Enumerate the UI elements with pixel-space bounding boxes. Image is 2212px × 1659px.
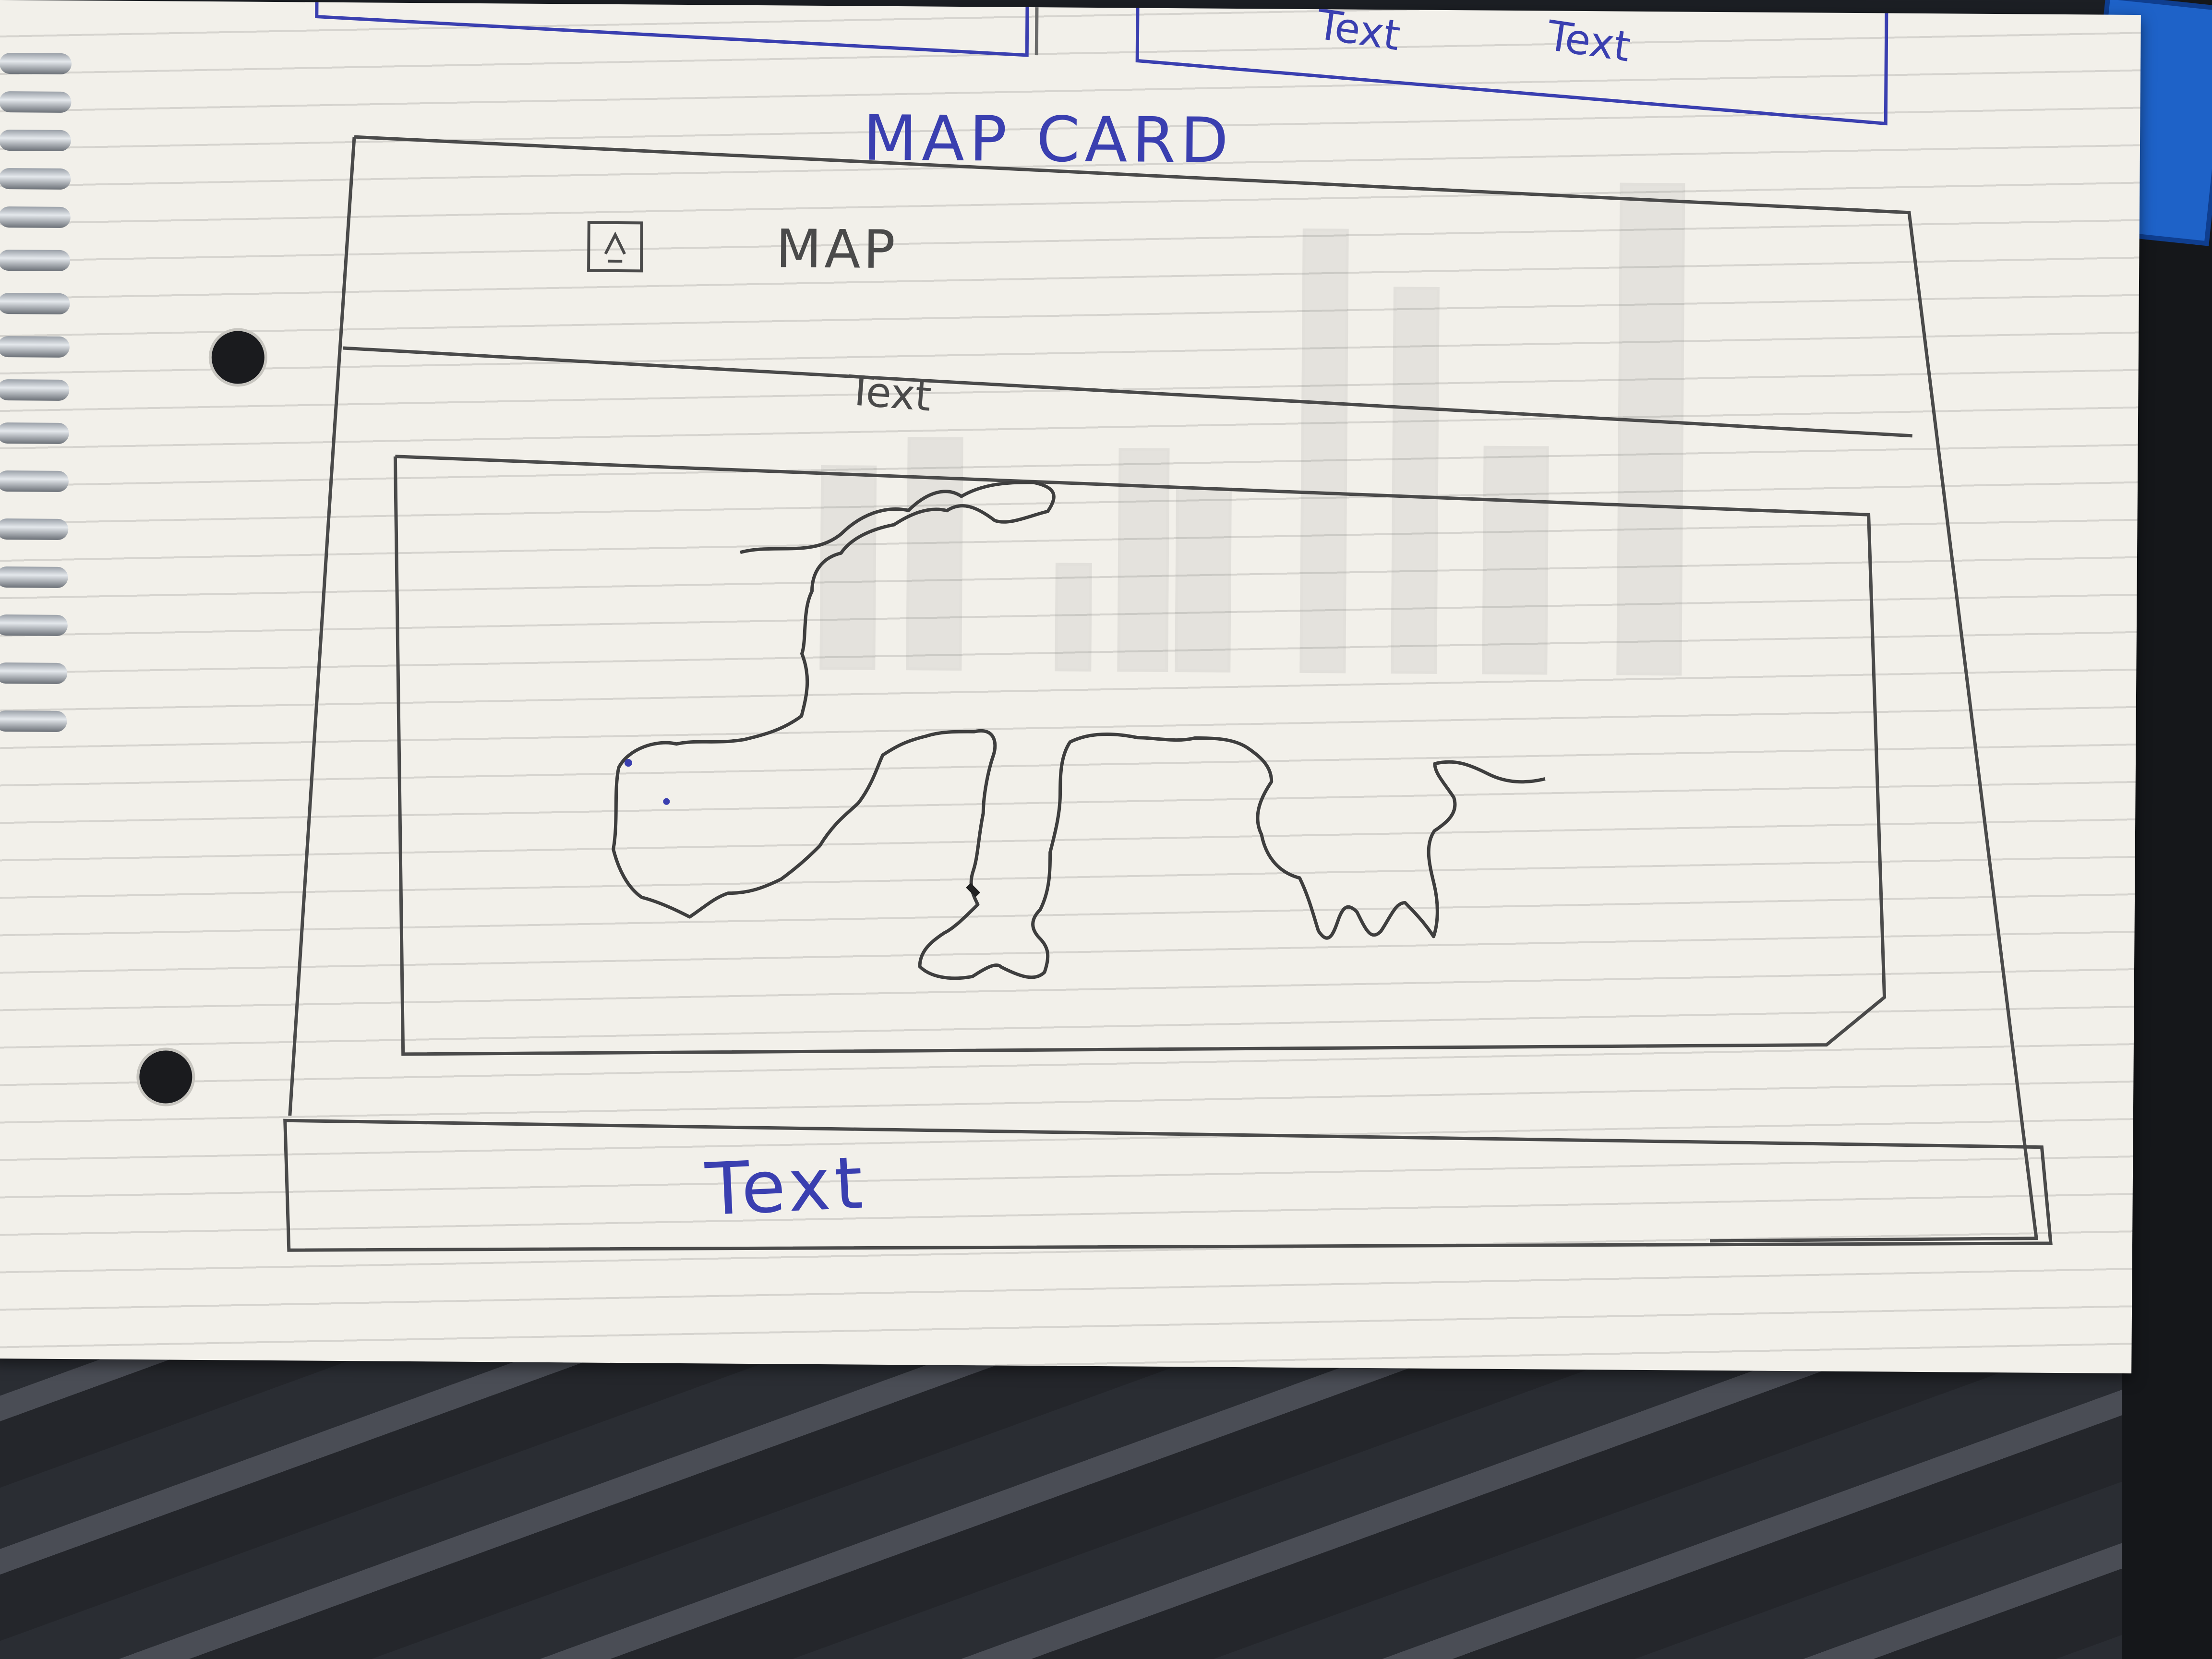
world-map-outline — [612, 481, 1546, 980]
continent-americas-north — [612, 481, 1546, 980]
fabric-background — [0, 1334, 2212, 1659]
card-title: MAP — [776, 218, 898, 280]
card-footer-frame — [283, 1118, 2053, 1252]
card-outer-frame — [288, 135, 2039, 1243]
map-area-frame — [393, 455, 1887, 1056]
card-footer-text: Text — [703, 1141, 868, 1232]
map-icon — [587, 221, 643, 273]
show-through-bar-chart — [819, 182, 1685, 676]
top-fragment-text-1: Text — [1313, 0, 1403, 60]
previous-card-fragment — [315, 2, 1888, 126]
blue-ink-dots — [624, 759, 670, 805]
top-fragment-text-2: Text — [1543, 12, 1634, 71]
notebook-page: Text Text MAP CARD MAP Text — [0, 0, 2141, 1374]
card-header-divider — [343, 346, 1912, 438]
wireframe-sketch: Text Text MAP CARD MAP Text — [283, 0, 2053, 1252]
card-subtitle: Text — [846, 366, 933, 421]
